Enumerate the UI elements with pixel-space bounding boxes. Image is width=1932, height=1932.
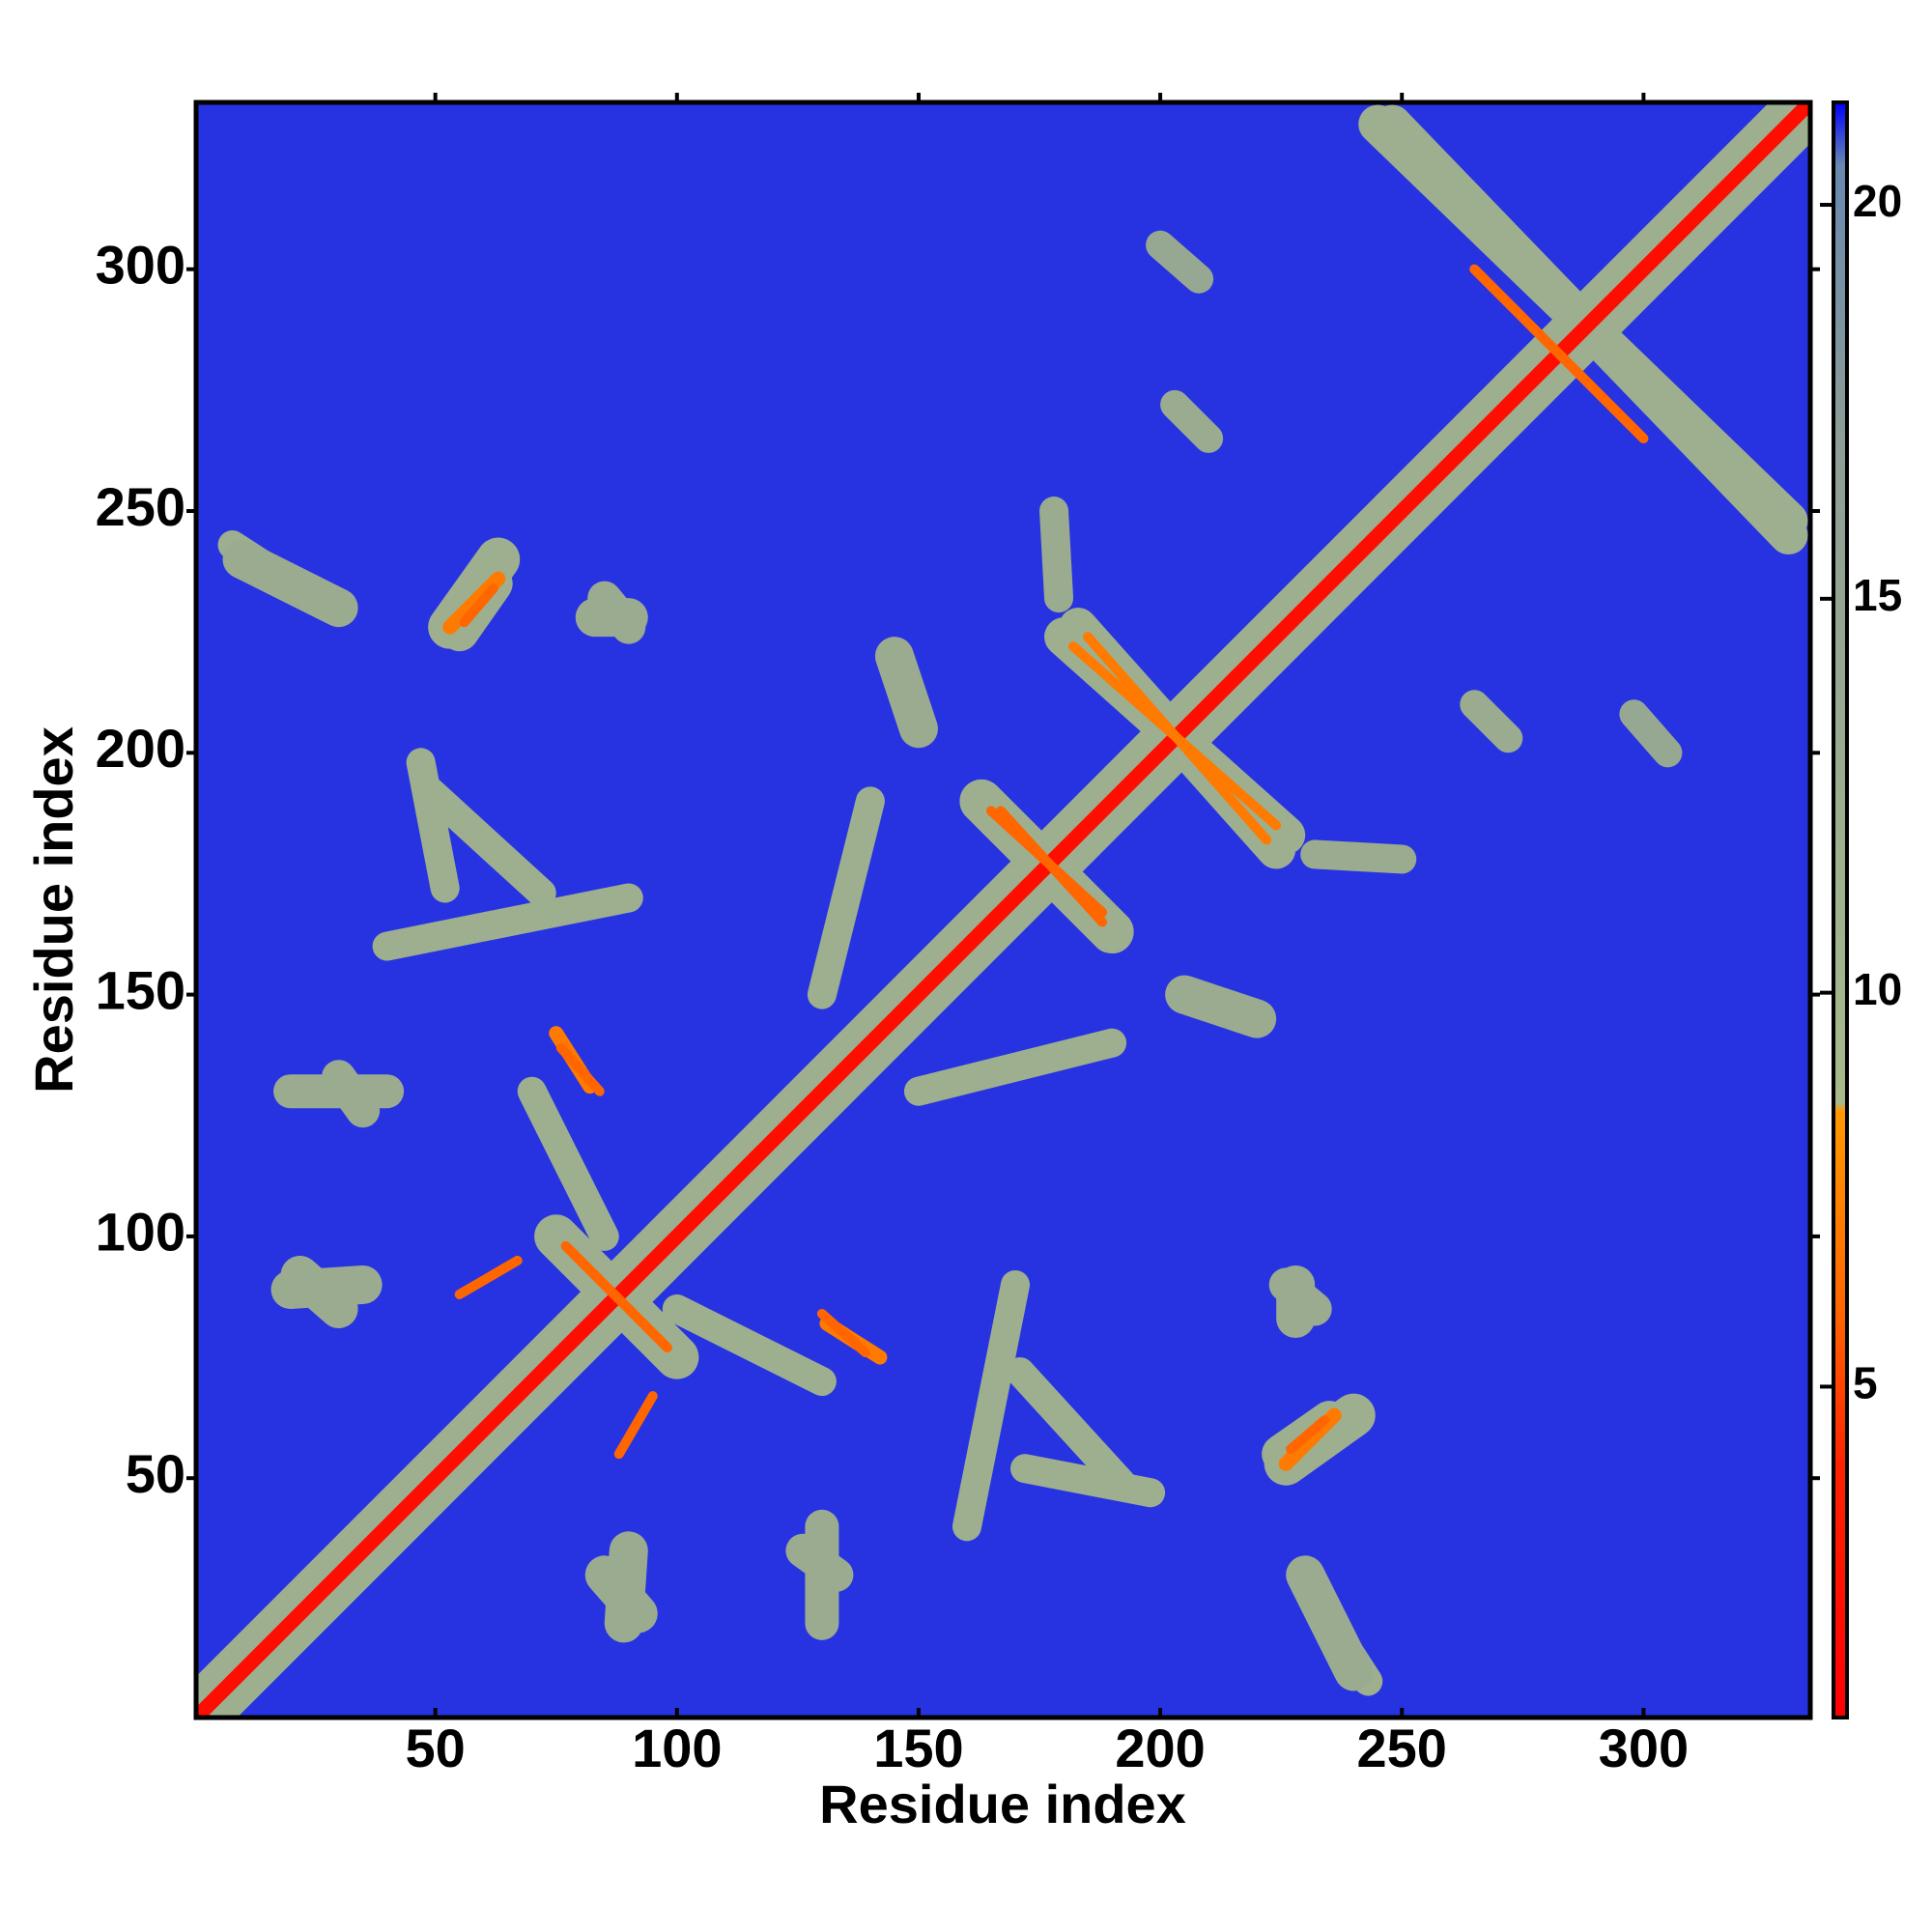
contact-band-mirror (1460, 690, 1523, 753)
contact-band (454, 1255, 523, 1299)
contact-band (662, 1293, 837, 1397)
colorbar-tick-label: 10 (1853, 964, 1902, 1014)
x-tick-label: 300 (1599, 1718, 1689, 1778)
plot-frame (193, 99, 1813, 1720)
y-tick-label: 50 (126, 1443, 185, 1504)
contact-band-mirror (1619, 699, 1683, 768)
contact-band (1165, 975, 1277, 1038)
y-tick-label: 150 (96, 959, 185, 1020)
contact-band (785, 1533, 854, 1592)
contact-band-mirror (952, 1269, 1031, 1542)
x-tick-label: 200 (1115, 1718, 1205, 1778)
contact-band (584, 1555, 658, 1634)
contact-band-mirror (1039, 496, 1074, 613)
contact-band (415, 777, 556, 908)
plot-area (196, 102, 1810, 1718)
y-tick-label: 100 (96, 1202, 185, 1263)
x-axis-title: Residue index (819, 1774, 1186, 1834)
contact-band (372, 883, 643, 961)
x-tick-label: 100 (632, 1718, 722, 1778)
contact-band (1160, 389, 1224, 453)
contact-band-mirror (406, 748, 460, 903)
contact-band (555, 1042, 605, 1096)
contact-band-mirror (1469, 264, 1649, 443)
contact-band (1146, 230, 1214, 294)
colorbar (1832, 100, 1849, 1719)
contact-band (903, 1028, 1127, 1106)
contact-band-mirror (613, 1391, 658, 1460)
contact-band-mirror (816, 1308, 870, 1358)
contact-band-mirror (322, 1060, 381, 1128)
contact-band-mirror (995, 806, 1108, 927)
contact-band-mirror (1006, 1357, 1137, 1498)
y-tick-label: 200 (96, 718, 185, 779)
x-tick-label: 150 (873, 1718, 963, 1778)
colorbar-tick-label: 20 (1853, 176, 1902, 226)
contact-band-mirror (807, 786, 885, 1009)
contact-band-mirror (1286, 1415, 1330, 1455)
contact-band-mirror (874, 637, 938, 749)
x-tick-label: 250 (1357, 1718, 1447, 1778)
contact-band-mirror (196, 102, 1810, 1718)
contact-band (1010, 1454, 1166, 1508)
contact-band (1300, 839, 1417, 874)
contact-band (222, 540, 358, 628)
y-tick-label: 250 (96, 476, 185, 537)
y-axis-title: Residue index (23, 726, 84, 1094)
contact-band-mirror (517, 1076, 619, 1251)
contact-band-mirror (560, 1240, 672, 1353)
contact-band-mirror (1068, 641, 1282, 831)
x-tick-label: 50 (405, 1718, 465, 1778)
colorbar-tick-label: 15 (1853, 570, 1902, 620)
contact-band-mirror (280, 1255, 358, 1329)
contact-band (459, 583, 498, 628)
colorbar-tick-label: 5 (1853, 1358, 1878, 1408)
contact-band-mirror (1286, 1555, 1374, 1691)
y-tick-label: 300 (96, 235, 185, 296)
